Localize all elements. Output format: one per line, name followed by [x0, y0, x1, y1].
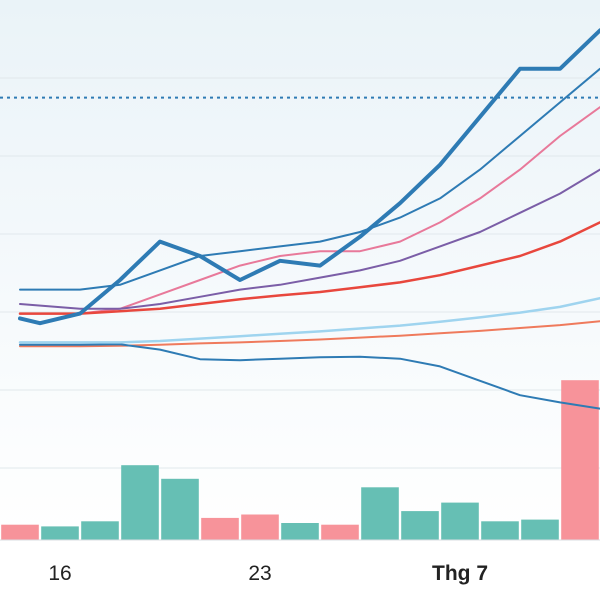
series-line: [18, 296, 600, 344]
volume-bar: [521, 519, 559, 540]
volume-bar: [1, 524, 39, 540]
series-line: [18, 28, 600, 326]
volume-bar: [121, 465, 159, 540]
x-tick-label: 16: [48, 562, 71, 585]
volume-bars: [1, 380, 599, 540]
volume-bar: [161, 478, 199, 540]
volume-bar: [241, 514, 279, 540]
series-line: [19, 67, 600, 291]
volume-bar: [321, 524, 359, 540]
volume-bar: [41, 526, 79, 540]
volume-bar: [201, 517, 239, 540]
volume-bar: [441, 502, 479, 540]
series-line: [19, 106, 600, 315]
x-axis-ticks: 16 23 Thg 7: [48, 562, 488, 585]
price-lines: [18, 28, 600, 410]
volume-bar: [361, 487, 399, 540]
volume-bar: [281, 523, 319, 540]
series-line: [19, 168, 600, 310]
volume-bar: [81, 521, 119, 540]
volume-bar: [481, 521, 519, 540]
x-tick-label: Thg 7: [432, 562, 488, 585]
volume-bar: [401, 511, 439, 540]
series-line: [19, 343, 600, 410]
series-line: [18, 221, 600, 315]
x-tick-label: 23: [248, 562, 271, 585]
